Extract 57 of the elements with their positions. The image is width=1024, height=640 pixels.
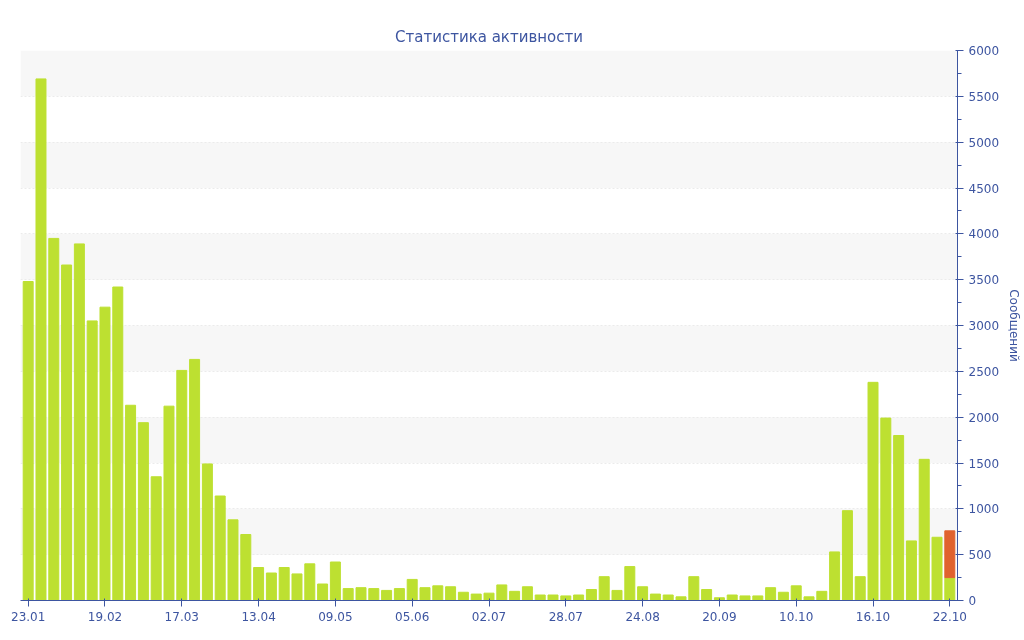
y-tick-label: 1500	[968, 456, 1000, 471]
bar	[509, 590, 521, 601]
x-tick-label: 09.05	[318, 609, 353, 624]
y-tick-label: 3000	[968, 319, 1000, 333]
bar	[841, 510, 853, 601]
bar	[201, 463, 213, 601]
bar	[905, 540, 917, 601]
bar	[265, 572, 277, 601]
bar	[777, 591, 789, 601]
bar	[637, 586, 649, 601]
x-tick-label: 23.01	[11, 609, 46, 624]
x-tick-label: 13.04	[241, 609, 276, 624]
x-tick-label: 22.10	[932, 609, 967, 624]
y-tick-label: 4500	[968, 181, 1000, 196]
bar	[521, 586, 533, 601]
bar	[445, 586, 457, 601]
bar	[701, 589, 713, 601]
bar	[393, 588, 405, 601]
x-tick-label: 10.10	[779, 609, 814, 624]
x-tick-label: 19.02	[87, 609, 123, 624]
y-tick-label: 3500	[968, 273, 1000, 288]
bar	[829, 551, 841, 601]
y-tick-label: 5000	[968, 135, 1000, 150]
x-tick-label: 05.06	[395, 609, 430, 624]
bar	[713, 597, 725, 601]
bar	[381, 589, 393, 601]
y-axis-title: Сообщений	[1007, 289, 1022, 362]
y-tick-label: 4000	[968, 227, 1000, 242]
x-tick-label: 20.09	[702, 609, 737, 624]
x-tick-label: 02.07	[471, 609, 507, 624]
bar	[253, 567, 265, 601]
y-tick-label: 1000	[968, 502, 1000, 517]
bar	[585, 589, 597, 601]
bar	[61, 264, 73, 601]
bar	[573, 594, 585, 601]
bar	[73, 243, 85, 601]
bar	[893, 435, 905, 601]
bar	[189, 358, 201, 601]
bar	[329, 561, 341, 601]
bar	[457, 591, 469, 601]
y-tick-label: 2000	[968, 410, 1000, 425]
bar	[649, 593, 661, 601]
x-tick-label: 28.07	[548, 609, 583, 624]
y-tick-label: 5500	[968, 89, 1000, 104]
bar	[765, 587, 777, 601]
bar	[125, 404, 137, 601]
y-tick-label: 0	[968, 594, 977, 608]
x-tick-label: 17.03	[164, 609, 199, 624]
y-tick-label: 6000	[968, 44, 1000, 58]
bar	[137, 422, 149, 601]
y-tick-label: 500	[968, 548, 992, 563]
chart-title: Статистика активности	[395, 27, 583, 46]
x-tick-label: 24.08	[625, 609, 660, 624]
bar	[317, 583, 329, 601]
x-tick-label: 16.10	[855, 609, 891, 624]
bar	[944, 530, 956, 579]
y-tick-label: 2500	[968, 364, 1000, 379]
